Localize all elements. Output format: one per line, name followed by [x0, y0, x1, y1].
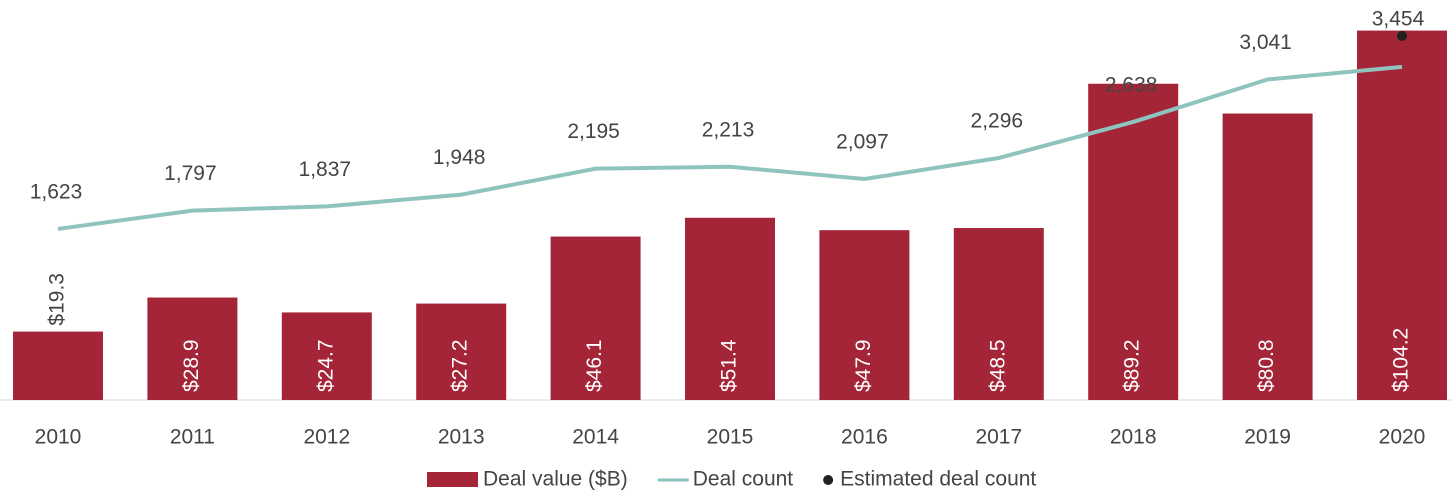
- line: [57, 64, 1403, 231]
- line-label: 1,837: [299, 158, 352, 181]
- x-tick-label: 2015: [707, 426, 754, 449]
- bar: [1222, 113, 1313, 400]
- line-label: 2,195: [567, 120, 620, 143]
- bar-label: $47.9: [852, 339, 875, 392]
- bar-label: $48.5: [986, 339, 1009, 392]
- bar: [281, 312, 372, 400]
- legend-swatch: [823, 475, 834, 485]
- x-tick-label: 2016: [841, 426, 888, 449]
- bar: [953, 228, 1044, 400]
- line-label: 1,797: [164, 162, 217, 185]
- line-label: 2,296: [971, 110, 1024, 133]
- x-tick-label: 2010: [35, 426, 82, 449]
- bar: [416, 303, 507, 400]
- bar: [13, 331, 103, 400]
- line-label: 1,623: [30, 180, 83, 203]
- bar-label: $27.2: [449, 339, 472, 392]
- x-tick-label: 2013: [438, 426, 485, 449]
- bar: [819, 230, 910, 400]
- bar: [550, 236, 641, 400]
- bar-label: $80.8: [1255, 339, 1278, 392]
- bar: [685, 217, 775, 400]
- line-label: 2,097: [836, 131, 889, 154]
- x-tick-label: 2011: [170, 426, 215, 449]
- bar-label: $89.2: [1121, 339, 1144, 392]
- point: [1397, 30, 1407, 41]
- bar-label: $28.9: [180, 339, 203, 392]
- bar-label: $51.4: [718, 339, 741, 392]
- bar: [1088, 83, 1179, 400]
- x-tick-label: 2018: [1110, 426, 1157, 449]
- line-label: 2,213: [702, 118, 755, 141]
- point-label: 3,454: [1372, 7, 1425, 30]
- x-tick-label: 2019: [1244, 426, 1291, 449]
- bar-label: $19.3: [46, 273, 69, 326]
- bar-label: $46.1: [583, 339, 606, 392]
- line-label: 2,638: [1105, 73, 1158, 96]
- bar: [147, 297, 238, 400]
- x-tick-label: 2020: [1379, 426, 1426, 449]
- x-tick-label: 2014: [572, 426, 619, 449]
- x-tick-label: 2017: [975, 426, 1022, 449]
- line-label: 3,041: [1239, 31, 1292, 54]
- legend-label: Deal value ($B): [483, 468, 628, 491]
- bar: [1357, 30, 1447, 401]
- legend-label: Deal count: [693, 468, 794, 491]
- line-label: 1,948: [433, 146, 486, 169]
- x-tick-label: 2012: [303, 426, 350, 449]
- bar-label: $104.2: [1390, 328, 1413, 392]
- bar-label: $24.7: [314, 339, 337, 392]
- legend-label: Estimated deal count: [840, 468, 1036, 491]
- legend-swatch: [427, 472, 478, 487]
